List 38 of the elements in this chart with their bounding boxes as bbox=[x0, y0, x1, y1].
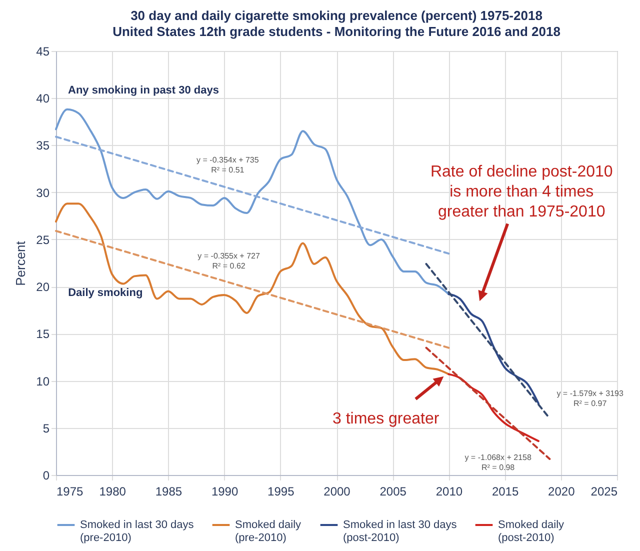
y-tick-label: 35 bbox=[36, 138, 50, 153]
legend-label: Smoked daily (pre-2010) bbox=[235, 519, 302, 544]
x-tick-label: 2010 bbox=[436, 484, 463, 498]
x-tick-label: 1985 bbox=[155, 484, 182, 498]
y-tick-label: 15 bbox=[36, 327, 50, 342]
annotation: y = -1.068x + 2158 R² = 0.98 bbox=[464, 453, 532, 472]
legend-label: Smoked in last 30 days (post-2010) bbox=[343, 519, 458, 544]
y-tick-label: 5 bbox=[42, 421, 50, 436]
y-tick-label: 0 bbox=[42, 468, 50, 482]
annotation: y = -0.354x + 735 R² = 0.51 bbox=[196, 155, 260, 174]
y-tick-label: 40 bbox=[36, 92, 50, 106]
chart-subtitle: United States 12th grade students - Monitoring the Future 2016 and 2018 bbox=[112, 24, 560, 39]
x-tick-label: 1995 bbox=[268, 484, 295, 498]
x-tick-label: 2025 bbox=[590, 484, 618, 498]
annotation: 3 times greater bbox=[332, 410, 440, 428]
x-tick-label: 1975 bbox=[56, 484, 84, 498]
x-tick-label: 1990 bbox=[211, 484, 238, 498]
x-tick-label: 1980 bbox=[99, 484, 126, 498]
x-tick-label: 2015 bbox=[492, 484, 519, 498]
legend-label: Smoked daily (post-2010) bbox=[498, 519, 565, 544]
y-tick-label: 10 bbox=[36, 374, 50, 388]
legend-label: Smoked in last 30 days (pre-2010) bbox=[80, 519, 194, 544]
annotation: y = -0.355x + 727 R² = 0.62 bbox=[198, 251, 260, 270]
y-tick-label: 20 bbox=[36, 280, 50, 294]
annotation: Rate of decline post-2010 is more than 4 times greater than 1975-2010 bbox=[430, 164, 613, 221]
y-tick-label: 45 bbox=[36, 44, 50, 58]
x-tick-label: 2005 bbox=[380, 484, 407, 498]
y-tick-label: 30 bbox=[36, 186, 50, 200]
annotation: Any smoking in past 30 days bbox=[68, 84, 220, 97]
annotation: Daily smoking bbox=[68, 287, 143, 300]
chart-title: 30 day and daily cigarette smoking prevalence (percent) 1975-2018 bbox=[130, 8, 542, 23]
x-tick-label: 2000 bbox=[324, 484, 351, 498]
line-series bbox=[448, 373, 540, 442]
y-axis-title: Percent bbox=[13, 240, 28, 286]
y-tick-label: 25 bbox=[36, 232, 50, 247]
x-tick-label: 2020 bbox=[548, 484, 576, 498]
line-series bbox=[448, 293, 540, 404]
annotation: y = -1.579x + 3193 R² = 0.97 bbox=[556, 388, 624, 408]
